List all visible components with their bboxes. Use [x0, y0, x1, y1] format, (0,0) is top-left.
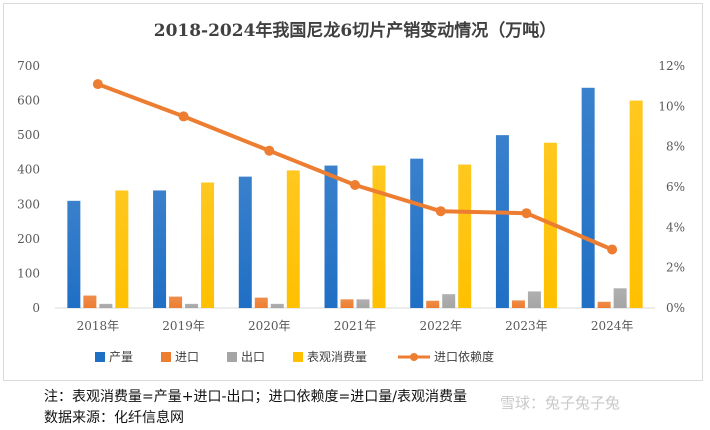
point-进口依赖度 [264, 145, 275, 156]
y2-tick-label: 10% [658, 99, 685, 113]
bar-表观消费量 [458, 164, 472, 308]
point-进口依赖度 [178, 111, 189, 122]
bar-出口 [613, 288, 627, 308]
y-tick-label: 400 [17, 163, 40, 177]
x-tick-label: 2022年 [419, 319, 462, 333]
y-tick-label: 500 [17, 128, 40, 142]
point-进口依赖度 [435, 206, 446, 217]
bar-进口 [83, 295, 97, 308]
footnote-source: 数据来源：化纤信息网 [44, 410, 184, 426]
legend-swatch-进口 [161, 352, 171, 362]
y2-tick-label: 4% [666, 220, 685, 234]
bar-进口 [169, 296, 183, 308]
legend-label-出口: 出口 [241, 350, 265, 364]
bar-出口 [356, 299, 370, 308]
bar-出口 [99, 303, 113, 308]
bar-进口 [511, 300, 525, 308]
y-tick-label: 700 [17, 59, 40, 73]
point-进口依赖度 [92, 79, 103, 90]
point-进口依赖度 [607, 244, 618, 255]
footnote-formula: 注：表观消费量=产量+进口-出口；进口依赖度=进口量/表观消费量 [44, 389, 467, 405]
line-进口依赖度 [97, 82, 613, 252]
legend-swatch-表观消费量 [293, 352, 303, 362]
bar-进口 [597, 301, 611, 308]
x-tick-label: 2018年 [77, 319, 120, 333]
bar-出口 [527, 291, 541, 308]
y-tick-label: 200 [17, 232, 40, 246]
bar-产量 [324, 165, 338, 308]
bar-产量 [238, 176, 252, 308]
point-进口依赖度 [350, 179, 360, 190]
x-tick-label: 2020年 [248, 319, 291, 333]
bar-表观消费量 [372, 165, 386, 308]
bar-进口 [254, 297, 268, 308]
legend-label-产量: 产量 [109, 350, 133, 364]
y-tick-label: 300 [17, 197, 40, 211]
legend-label-表观消费量: 表观消费量 [307, 350, 367, 364]
legend-label-进口: 进口 [175, 350, 199, 364]
y-tick-label: 0 [32, 301, 40, 315]
bar-表观消费量 [115, 190, 129, 308]
bar-进口 [340, 299, 354, 308]
bar-产量 [153, 190, 167, 308]
legend-label-进口依赖度: 进口依赖度 [434, 349, 494, 364]
y2-tick-label: 8% [666, 140, 685, 154]
bar-产量 [581, 87, 595, 308]
bar-出口 [442, 294, 456, 308]
y-tick-label: 100 [17, 266, 40, 280]
bar-表观消费量 [629, 100, 643, 308]
x-tick-label: 2023年 [505, 319, 548, 333]
bar-产量 [410, 158, 424, 308]
chart-title: 2018-2024年我国尼龙6切片产销变动情况（万吨） [154, 20, 557, 41]
bar-产量 [495, 135, 509, 308]
y2-tick-label: 6% [666, 180, 685, 194]
legend-swatch-产量 [95, 352, 105, 362]
y2-tick-label: 0% [666, 301, 685, 315]
x-tick-label: 2024年 [591, 319, 634, 333]
bar-进口 [426, 300, 440, 308]
y2-tick-label: 12% [658, 59, 685, 73]
y2-tick-label: 2% [666, 261, 685, 275]
watermark: 雪球：兔子兔子兔 [500, 394, 621, 412]
legend-swatch-出口 [227, 352, 237, 362]
bar-出口 [270, 303, 284, 308]
x-tick-label: 2019年 [162, 319, 205, 333]
bar-表观消费量 [201, 182, 215, 308]
bar-出口 [185, 303, 199, 308]
bar-产量 [67, 200, 81, 308]
bar-表观消费量 [286, 170, 300, 308]
point-进口依赖度 [521, 208, 532, 219]
legend-marker-进口依赖度 [410, 353, 418, 361]
x-tick-label: 2021年 [334, 319, 377, 333]
y-tick-label: 600 [17, 94, 40, 108]
